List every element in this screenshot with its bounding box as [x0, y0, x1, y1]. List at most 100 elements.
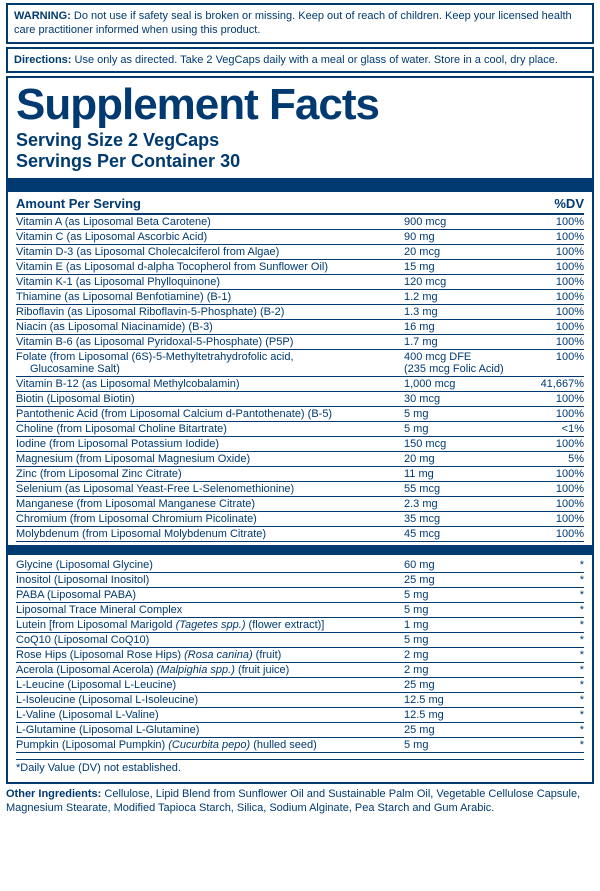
table-row: Vitamin A (as Liposomal Beta Carotene)90… — [16, 215, 584, 230]
ingredient-amount: 11 mg — [404, 468, 524, 480]
ingredient-amount: 1,000 mcg — [404, 378, 524, 390]
ingredient-dv: <1% — [524, 423, 584, 435]
ingredient-dv: 100% — [524, 276, 584, 288]
ingredient-dv: * — [524, 604, 584, 616]
ingredient-dv: 100% — [524, 498, 584, 510]
ingredient-amount: 1.3 mg — [404, 306, 524, 318]
ingredient-dv: 100% — [524, 483, 584, 495]
supplement-facts-panel: Supplement Facts Serving Size 2 VegCaps … — [6, 76, 594, 784]
folate-amount2: (235 mcg Folic Acid) — [404, 363, 524, 375]
directions-box: Directions: Use only as directed. Take 2… — [6, 47, 594, 73]
ingredient-name: L-Glutamine (Liposomal L-Glutamine) — [16, 724, 404, 736]
section-vitamins: Vitamin A (as Liposomal Beta Carotene)90… — [16, 215, 584, 350]
ingredient-name: Iodine (from Liposomal Potassium Iodide) — [16, 438, 404, 450]
table-row: Vitamin K-1 (as Liposomal Phylloquinone)… — [16, 275, 584, 290]
ingredient-dv: 100% — [524, 231, 584, 243]
ingredient-name: Vitamin K-1 (as Liposomal Phylloquinone) — [16, 276, 404, 288]
ingredient-dv: 100% — [524, 408, 584, 420]
ingredient-amount: 15 mg — [404, 261, 524, 273]
ingredient-dv: 100% — [524, 513, 584, 525]
table-row: Pantothenic Acid (from Liposomal Calcium… — [16, 407, 584, 422]
ingredient-dv: * — [524, 679, 584, 691]
table-row: Molybdenum (from Liposomal Molybdenum Ci… — [16, 527, 584, 542]
ingredient-amount: 45 mcg — [404, 528, 524, 540]
ingredient-name: Acerola (Liposomal Acerola) (Malpighia s… — [16, 664, 404, 676]
ingredient-amount: 16 mg — [404, 321, 524, 333]
table-row: L-Glutamine (Liposomal L-Glutamine)25 mg… — [16, 723, 584, 738]
ingredient-name: Zinc (from Liposomal Zinc Citrate) — [16, 468, 404, 480]
ingredient-dv: 41,667% — [524, 378, 584, 390]
table-row: Thiamine (as Liposomal Benfotiamine) (B-… — [16, 290, 584, 305]
table-row: Vitamin B-12 (as Liposomal Methylcobalam… — [16, 377, 584, 392]
ingredient-dv: 100% — [524, 438, 584, 450]
ingredient-amount: 1.7 mg — [404, 336, 524, 348]
ingredient-name: Niacin (as Liposomal Niacinamide) (B-3) — [16, 321, 404, 333]
ingredient-dv: 100% — [524, 216, 584, 228]
table-row: Manganese (from Liposomal Manganese Citr… — [16, 497, 584, 512]
ingredient-name: Riboflavin (as Liposomal Riboflavin-5-Ph… — [16, 306, 404, 318]
table-row-folate: Folate (from Liposomal (6S)-5-Methyltetr… — [16, 350, 584, 377]
ingredient-dv: * — [524, 634, 584, 646]
ingredient-name: Magnesium (from Liposomal Magnesium Oxid… — [16, 453, 404, 465]
ingredient-amount: 90 mg — [404, 231, 524, 243]
table-row: L-Isoleucine (Liposomal L-Isoleucine)12.… — [16, 693, 584, 708]
ingredient-amount: 5 mg — [404, 634, 524, 646]
ingredient-name: L-Valine (Liposomal L-Valine) — [16, 709, 404, 721]
ingredient-name: Pumpkin (Liposomal Pumpkin) (Cucurbita p… — [16, 739, 404, 751]
ingredient-dv: * — [524, 589, 584, 601]
ingredient-name: Rose Hips (Liposomal Rose Hips) (Rosa ca… — [16, 649, 404, 661]
other-ingredients: Other Ingredients: Cellulose, Lipid Blen… — [6, 788, 594, 816]
ingredient-amount: 1.2 mg — [404, 291, 524, 303]
ingredient-amount: 12.5 mg — [404, 709, 524, 721]
ingredient-amount: 900 mcg — [404, 216, 524, 228]
table-row: PABA (Liposomal PABA)5 mg* — [16, 588, 584, 603]
ingredient-name: Lutein [from Liposomal Marigold (Tagetes… — [16, 619, 404, 631]
ingredient-name: Liposomal Trace Mineral Complex — [16, 604, 404, 616]
table-row: Riboflavin (as Liposomal Riboflavin-5-Ph… — [16, 305, 584, 320]
ingredient-dv: * — [524, 709, 584, 721]
ingredient-name: Vitamin D-3 (as Liposomal Cholecalcifero… — [16, 246, 404, 258]
ingredient-dv: * — [524, 619, 584, 631]
ingredient-dv: 100% — [524, 528, 584, 540]
ingredient-name: L-Leucine (Liposomal L-Leucine) — [16, 679, 404, 691]
ingredient-dv: 100% — [524, 336, 584, 348]
ingredient-name: Selenium (as Liposomal Yeast-Free L-Sele… — [16, 483, 404, 495]
ingredient-dv: * — [524, 559, 584, 571]
folate-amount1: 400 mcg DFE — [404, 351, 524, 363]
ingredient-name: CoQ10 (Liposomal CoQ10) — [16, 634, 404, 646]
directions-text: Use only as directed. Take 2 VegCaps dai… — [75, 54, 558, 66]
ingredient-dv: 5% — [524, 453, 584, 465]
ingredient-amount: 5 mg — [404, 408, 524, 420]
ingredient-amount: 30 mcg — [404, 393, 524, 405]
ingredient-name: Vitamin C (as Liposomal Ascorbic Acid) — [16, 231, 404, 243]
section-other: Glycine (Liposomal Glycine)60 mg*Inosito… — [16, 558, 584, 753]
ingredient-name: Chromium (from Liposomal Chromium Picoli… — [16, 513, 404, 525]
ingredient-dv: * — [524, 724, 584, 736]
ingredient-dv: 100% — [524, 393, 584, 405]
ingredient-amount: 5 mg — [404, 423, 524, 435]
ingredient-name: Inositol (Liposomal Inositol) — [16, 574, 404, 586]
warning-label: WARNING: — [14, 10, 71, 22]
table-row: Glycine (Liposomal Glycine)60 mg* — [16, 558, 584, 573]
folate-dv: 100% — [524, 351, 584, 363]
divider-bar-thin — [8, 545, 592, 555]
directions-label: Directions: — [14, 54, 71, 66]
table-row: L-Valine (Liposomal L-Valine)12.5 mg* — [16, 708, 584, 723]
ingredient-amount: 60 mg — [404, 559, 524, 571]
ingredient-amount: 5 mg — [404, 739, 524, 751]
table-row: Magnesium (from Liposomal Magnesium Oxid… — [16, 452, 584, 467]
table-row: Selenium (as Liposomal Yeast-Free L-Sele… — [16, 482, 584, 497]
divider-bar — [8, 178, 592, 192]
panel-title: Supplement Facts — [16, 80, 584, 130]
ingredient-amount: 120 mcg — [404, 276, 524, 288]
ingredient-amount: 25 mg — [404, 574, 524, 586]
ingredient-name: Pantothenic Acid (from Liposomal Calcium… — [16, 408, 404, 420]
folate-name: Folate (from Liposomal (6S)-5-Methyltetr… — [16, 351, 404, 363]
ingredient-dv: * — [524, 739, 584, 751]
table-row: Vitamin B-6 (as Liposomal Pyridoxal-5-Ph… — [16, 335, 584, 350]
table-row: Chromium (from Liposomal Chromium Picoli… — [16, 512, 584, 527]
ingredient-dv: 100% — [524, 306, 584, 318]
ingredient-name: Vitamin A (as Liposomal Beta Carotene) — [16, 216, 404, 228]
serving-size: Serving Size 2 VegCaps — [16, 130, 584, 151]
ingredient-amount: 1 mg — [404, 619, 524, 631]
